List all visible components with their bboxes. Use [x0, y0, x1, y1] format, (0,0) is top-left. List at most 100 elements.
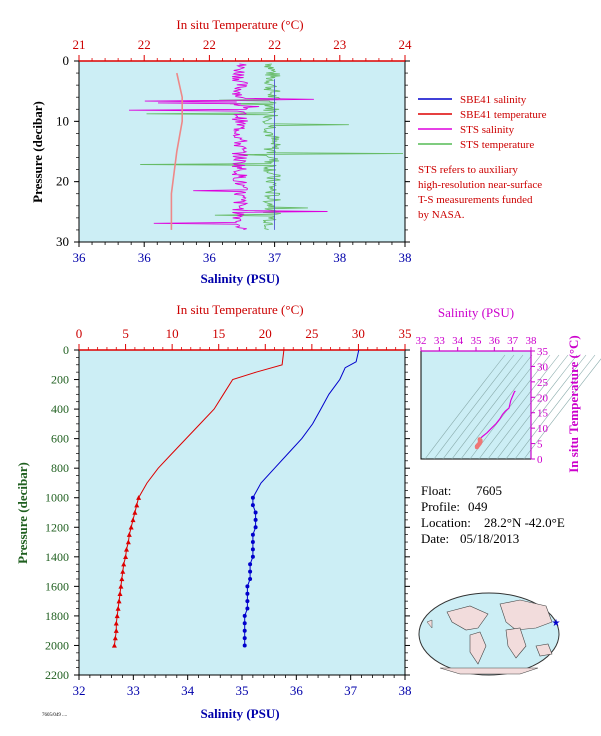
temperature-marker: [111, 642, 117, 648]
ts-density-contour: [451, 354, 533, 460]
ts-density-contour: [460, 354, 542, 460]
top-plot-area: [78, 60, 406, 243]
bottom-temp-tick-label: 25: [305, 326, 318, 341]
ts-density-contours: [424, 354, 601, 460]
float-location-marker: ★: [552, 618, 561, 629]
bottom-temp-axis-title: In situ Temperature (°C): [176, 302, 303, 317]
salinity-marker: [250, 532, 255, 537]
temperature-marker: [114, 613, 120, 619]
ts-inset-y-tick-label: 20: [537, 392, 549, 404]
ts-inset-x-tick-label: 36: [489, 335, 501, 347]
temperature-marker: [113, 620, 119, 626]
salinity-marker: [250, 503, 255, 508]
footer-small-text: 7605/049 ....: [42, 713, 67, 718]
temperature-marker: [125, 539, 131, 545]
temperature-marker: [136, 495, 142, 500]
top-temp-tick-label: 21: [73, 37, 86, 52]
ts-inset-x-tick-label: 35: [471, 335, 483, 347]
legend-label: STS salinity: [460, 124, 515, 136]
top-temp-tick-label: 22: [138, 37, 151, 52]
bottom-plot-area: [78, 349, 406, 676]
date-value: 05/18/2013: [460, 531, 519, 546]
top-sal-tick-label: 37: [268, 250, 282, 265]
bottom-pressure-tick-label: 1600: [45, 579, 69, 593]
sts-note-line-4: by NASA.: [418, 209, 465, 221]
salinity-marker: [253, 510, 258, 515]
bottom-pressure-tick-label: 1400: [45, 550, 69, 564]
salinity-marker: [245, 599, 250, 604]
ts-density-contour: [523, 358, 601, 460]
bottom-pressure-tick-label: 600: [51, 432, 69, 446]
legend-label: STS temperature: [460, 139, 534, 151]
salinity-marker: [248, 569, 253, 574]
temperature-marker: [124, 546, 130, 552]
temperature-marker: [118, 583, 124, 589]
location-label: Location:: [421, 515, 471, 530]
temperature-marker: [123, 554, 129, 560]
salinity-marker: [245, 584, 250, 589]
bottom-pressure-tick-label: 1200: [45, 520, 69, 534]
bottom-sal-tick-label: 37: [344, 683, 358, 698]
sts-note-line-3: T-S measurements funded: [418, 194, 533, 206]
temperature-marker: [112, 635, 118, 641]
ts-inset-y-tick-label: 0: [537, 454, 543, 466]
bottom-temp-tick-label: 0: [76, 326, 83, 341]
temperature-marker: [115, 605, 121, 611]
ts-inset-y-tick-label: 5: [537, 439, 543, 451]
salinity-marker: [250, 554, 255, 559]
salinity-marker: [245, 606, 250, 611]
bottom-sal-tick-label: 36: [290, 683, 304, 698]
bottom-pressure-tick-label: 1000: [45, 491, 69, 505]
ts-inset-y-tick-label: 30: [537, 361, 549, 373]
ts-inset-x-tick-label: 34: [452, 335, 464, 347]
bottom-sal-tick-label: 35: [236, 683, 249, 698]
top-temp-tick-label: 22: [268, 37, 281, 52]
bottom-ticks: 0 5 10 15 20 25 30 35 32 33 34 35 36 37 38 0 200 400 600 80…: [45, 326, 412, 698]
float-value: 7605: [476, 483, 502, 498]
ts-density-contour: [424, 354, 506, 460]
ts-inset-y-tick-label: 25: [537, 377, 549, 389]
salinity-marker: [250, 495, 255, 500]
ts-inset-area: [420, 350, 532, 460]
top-pressure-tick-label: 10: [56, 113, 69, 128]
top-pressure-axis-title: Pressure (decibar): [30, 101, 45, 203]
temperature-marker: [121, 561, 127, 567]
float-info: Float: 7605 Profile: 049 Location: 28.2°…: [421, 483, 565, 546]
bottom-pressure-tick-label: 800: [51, 461, 69, 475]
temperature-marker: [128, 524, 134, 530]
top-sal-tick-label: 36: [73, 250, 87, 265]
top-temp-tick-label: 23: [333, 37, 346, 52]
ts-inset-y-tick-label: 15: [537, 408, 549, 420]
ts-point: [474, 445, 479, 450]
temperature-marker: [134, 502, 140, 508]
ts-density-contour: [487, 354, 569, 460]
top-sal-tick-label: 36: [138, 250, 152, 265]
bottom-temp-tick-label: 5: [122, 326, 129, 341]
profile-value: 049: [468, 499, 488, 514]
ts-density-contour: [514, 354, 596, 460]
bottom-temp-tick-label: 15: [212, 326, 225, 341]
salinity-marker: [242, 636, 247, 641]
top-sbe41-profiles: [170, 72, 275, 230]
top-plot: 21 22 22 22 23 24 36 36 36 37 38 38 0 10 20 30 In situ …: [30, 17, 412, 286]
ts-inset-title: Salinity (PSU): [438, 305, 514, 320]
bottom-temp-tick-label: 20: [259, 326, 272, 341]
bottom-sal-tick-label: 34: [181, 683, 195, 698]
bottom-pressure-tick-label: 2000: [45, 638, 69, 652]
ts-density-contour: [442, 354, 524, 460]
ts-density-contour: [469, 354, 551, 460]
float-label: Float:: [421, 483, 451, 498]
bottom-sal-tick-label: 33: [127, 683, 140, 698]
temperature-marker: [126, 532, 132, 537]
salinity-marker: [242, 621, 247, 626]
salinity-marker: [242, 643, 247, 648]
top-temp-tick-label: 24: [399, 37, 413, 52]
bottom-pressure-tick-label: 2200: [45, 668, 69, 682]
location-value: 28.2°N -42.0°E: [484, 515, 565, 530]
top-pressure-tick-label: 0: [63, 53, 70, 68]
salinity-marker: [248, 562, 253, 567]
salinity-marker: [253, 525, 258, 530]
ts-density-contour: [433, 354, 515, 460]
bottom-pressure-tick-label: 0: [63, 343, 69, 357]
